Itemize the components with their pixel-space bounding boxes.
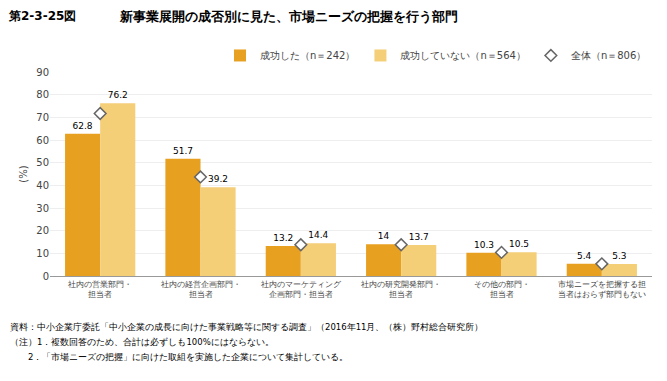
svg-text:5.4: 5.4 [577, 251, 592, 261]
svg-text:50: 50 [36, 157, 49, 168]
svg-text:成功した（n＝242）: 成功した（n＝242） [260, 50, 355, 61]
svg-text:14: 14 [378, 231, 390, 241]
svg-text:39.2: 39.2 [208, 174, 228, 184]
svg-text:市場ニーズを把握する担当者はおらず部門もない: 市場ニーズを把握する担当者はおらず部門もない [558, 280, 646, 299]
svg-text:51.7: 51.7 [173, 146, 193, 156]
svg-text:社内の営業部門・担当者: 社内の営業部門・担当者 [68, 280, 132, 299]
svg-text:5.3: 5.3 [612, 251, 626, 261]
svg-text:76.2: 76.2 [108, 90, 128, 100]
svg-text:全体（n＝806）: 全体（n＝806） [571, 50, 646, 61]
svg-text:14.4: 14.4 [308, 230, 328, 240]
svg-text:10.5: 10.5 [509, 239, 529, 249]
svg-text:社内のマーケティング企画部門・担当者: 社内のマーケティング企画部門・担当者 [261, 280, 342, 299]
svg-text:資料：中小企業庁委託「中小企業の成長に向けた事業戦略等に関す: 資料：中小企業庁委託「中小企業の成長に向けた事業戦略等に関する調査」（2016年… [10, 322, 483, 332]
svg-text:10: 10 [36, 248, 49, 259]
svg-text:13.7: 13.7 [409, 232, 429, 242]
svg-text:30: 30 [36, 203, 49, 214]
svg-text:社内の研究開発部門・担当者: 社内の研究開発部門・担当者 [361, 280, 441, 299]
svg-text:80: 80 [36, 89, 49, 100]
svg-text:新事業展開の成否別に見た、市場ニーズの把握を行う部門: 新事業展開の成否別に見た、市場ニーズの把握を行う部門 [119, 9, 458, 24]
svg-text:社内の経営企画部門・担当者: 社内の経営企画部門・担当者 [161, 280, 241, 299]
svg-text:62.8: 62.8 [72, 121, 92, 131]
svg-text:90: 90 [36, 67, 49, 78]
svg-text:（注）1．複数回答のため、合計は必ずしも100%にはならない: （注）1．複数回答のため、合計は必ずしも100%にはならない。 [10, 337, 274, 347]
svg-text:その他の部門・担当者: その他の部門・担当者 [474, 280, 530, 299]
svg-text:(%): (%) [18, 165, 29, 182]
svg-text:60: 60 [36, 135, 49, 146]
svg-text:20: 20 [36, 225, 49, 236]
svg-text:0: 0 [43, 271, 49, 282]
svg-text:2．「市場ニーズの把握」に向けた取組を実施した企業について集: 2．「市場ニーズの把握」に向けた取組を実施した企業について集計している。 [10, 352, 348, 362]
svg-text:第2-3-25図: 第2-3-25図 [8, 9, 76, 23]
svg-text:40: 40 [36, 180, 49, 191]
svg-text:13.2: 13.2 [273, 233, 293, 243]
svg-text:70: 70 [36, 112, 49, 123]
svg-text:10.3: 10.3 [474, 240, 494, 250]
svg-text:成功していない（n＝564）: 成功していない（n＝564） [400, 50, 525, 61]
